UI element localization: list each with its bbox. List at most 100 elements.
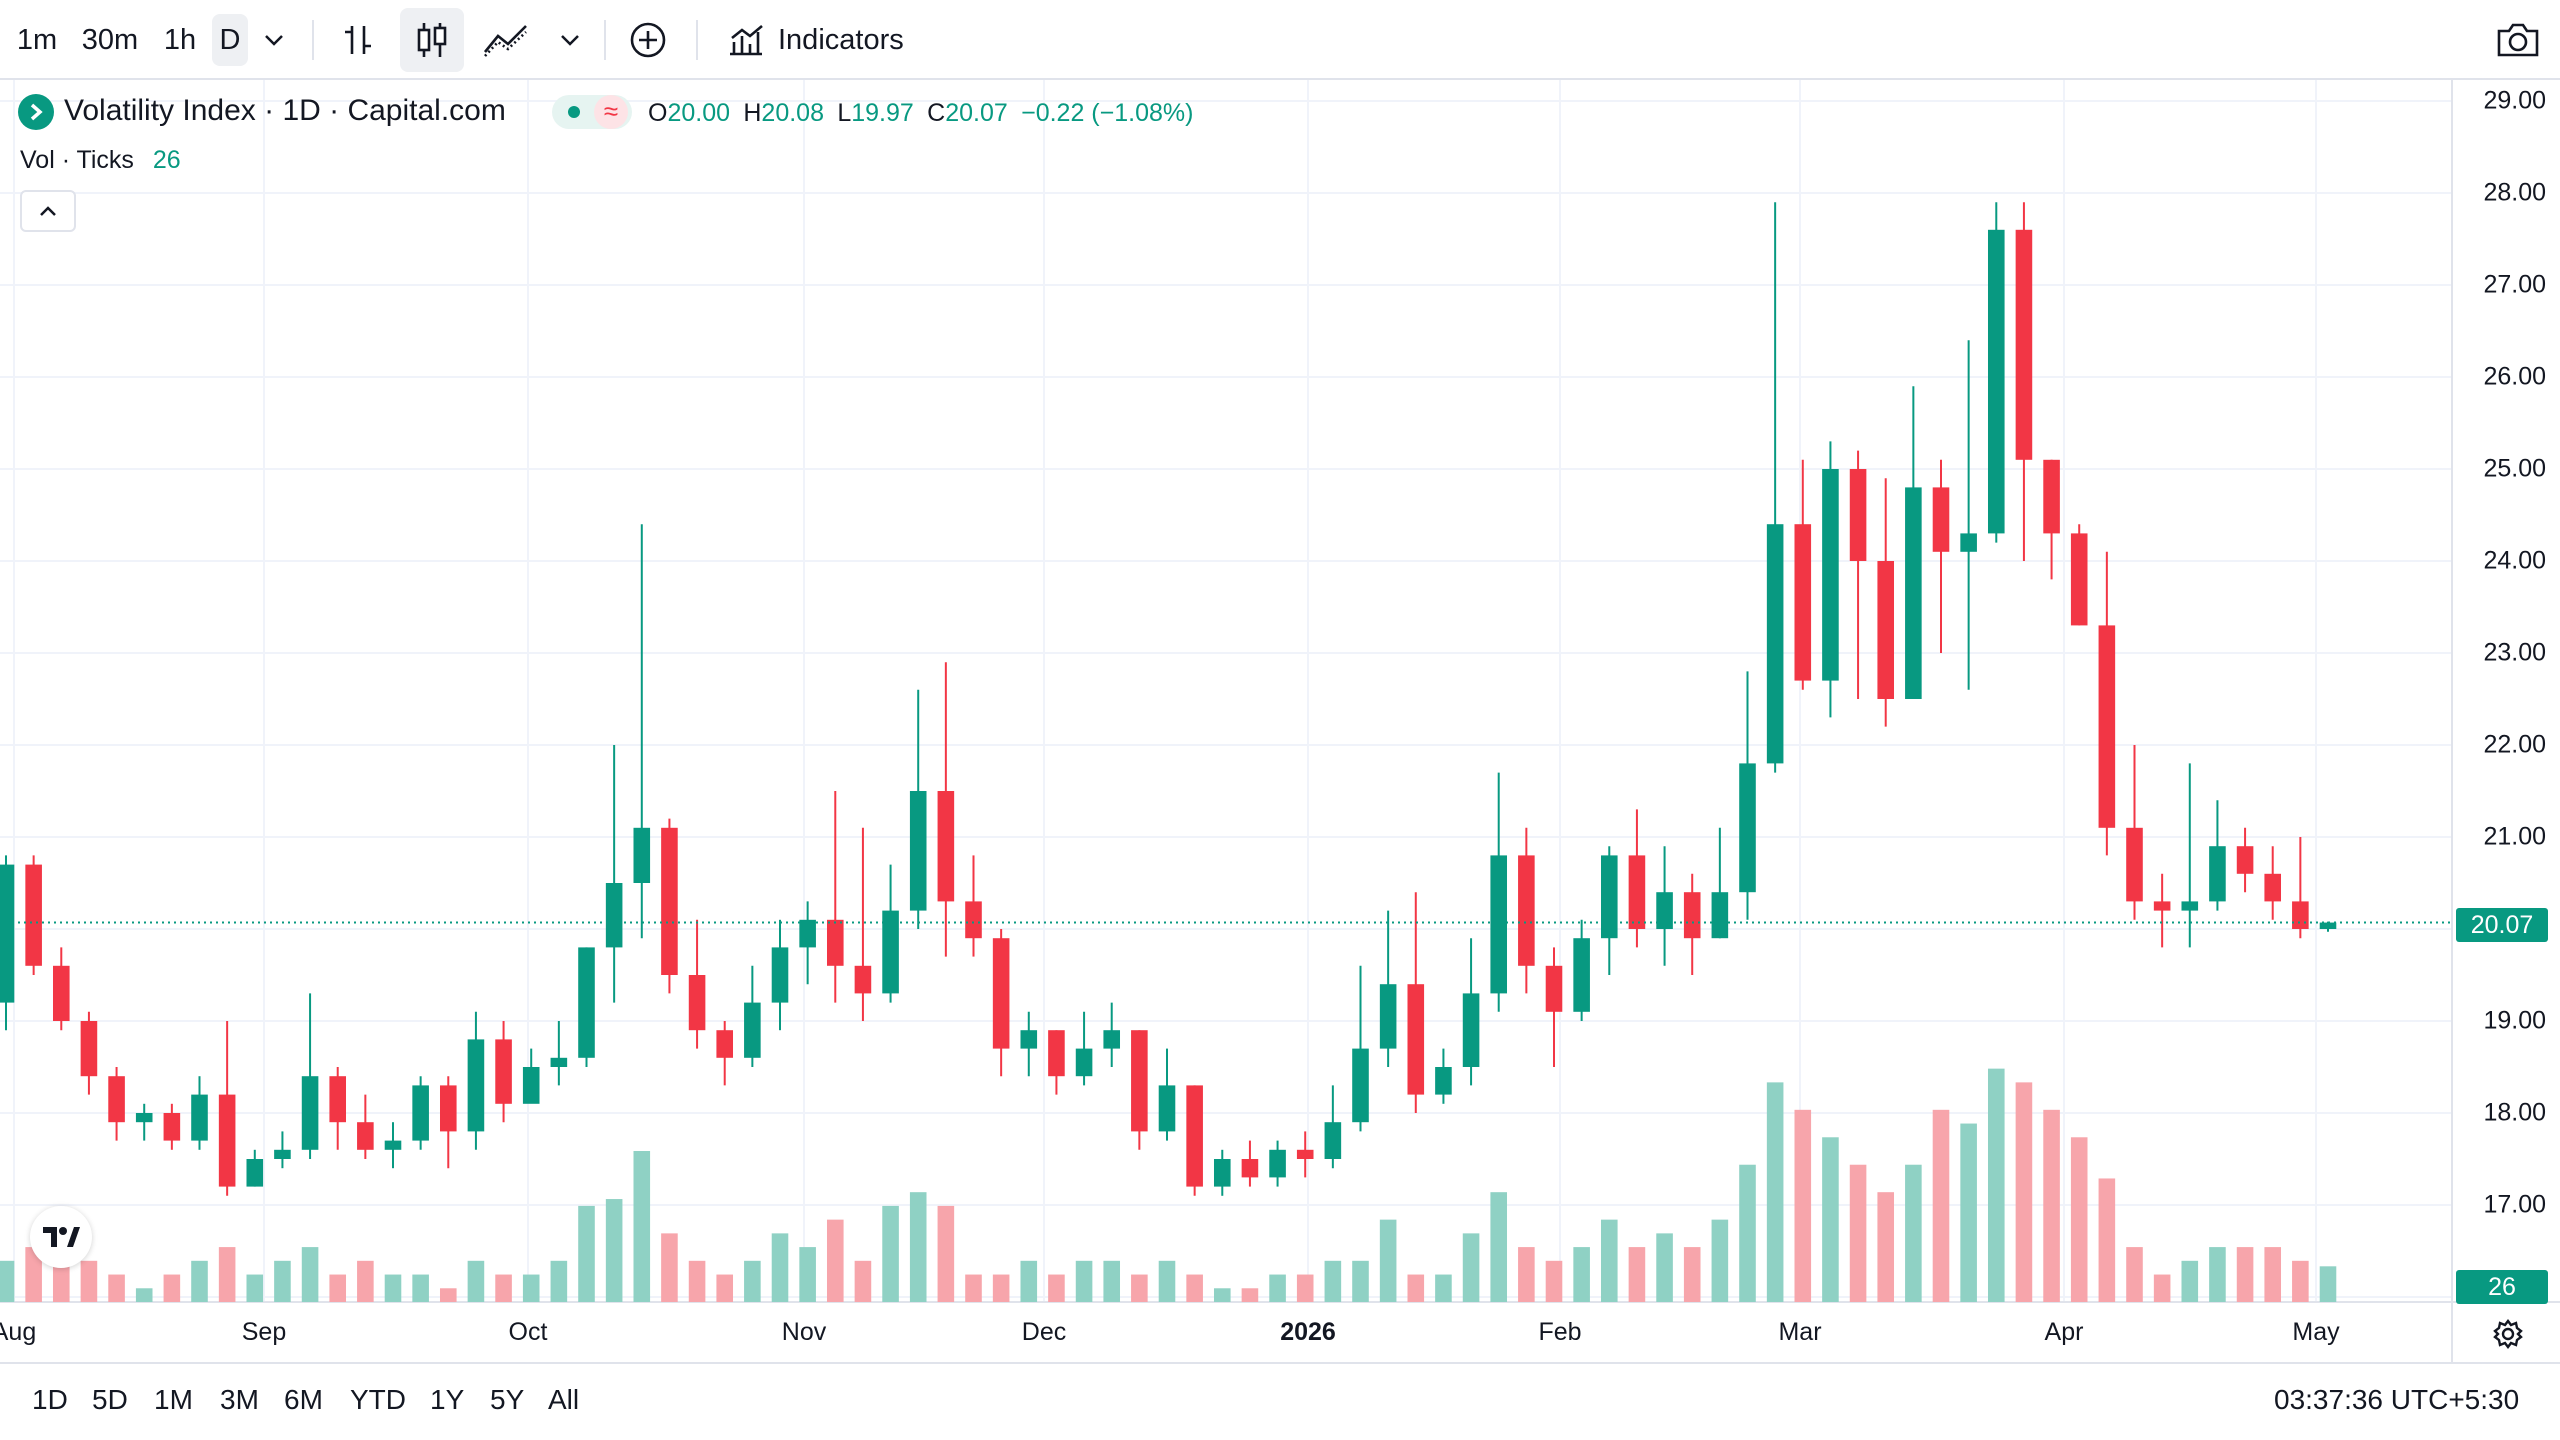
clock-timezone[interactable]: 03:37:36 UTC+5:30 [2274, 1384, 2520, 1415]
volume-bar [439, 1288, 457, 1302]
volume-bar [1794, 1109, 1812, 1302]
volume-bar [467, 1260, 485, 1302]
candle-body [108, 1076, 125, 1123]
candle-body [1987, 229, 2005, 534]
volume-bar [2319, 1266, 2337, 1302]
camera-icon[interactable] [2486, 8, 2550, 72]
candle-body [1822, 469, 1839, 681]
candle-body [191, 1094, 208, 1141]
close-value: 20.07 [945, 99, 1008, 127]
symbol-title[interactable]: Volatility Index · 1D · Capital.com [64, 94, 506, 127]
candle-body [495, 1039, 512, 1104]
candle-body [1766, 524, 1784, 764]
volume-bar [2292, 1260, 2309, 1302]
price-tick: 21.00 [2483, 822, 2546, 851]
price-tick: 19.00 [2483, 1006, 2546, 1035]
candle-body [1158, 1085, 1176, 1132]
volume-bar [1241, 1288, 1259, 1302]
candles-icon[interactable] [400, 8, 464, 72]
candle-body [412, 1085, 429, 1141]
candle-body [799, 919, 816, 948]
candle-body [80, 1021, 98, 1077]
time-label: Oct [508, 1318, 548, 1346]
time-label: May [2292, 1318, 2340, 1346]
collapse-legend-button[interactable] [20, 190, 76, 232]
candle-body [688, 975, 706, 1031]
volume-bar [0, 1260, 15, 1302]
range-3m[interactable]: 3M [220, 1384, 259, 1415]
range-5d[interactable]: 5D [92, 1384, 128, 1415]
volume-bar [1573, 1247, 1590, 1302]
candle-body [1932, 487, 1950, 552]
candle-body [1518, 855, 1535, 966]
candle-body [2209, 846, 2226, 902]
candle-body [1462, 993, 1480, 1067]
range-1y[interactable]: 1Y [430, 1384, 465, 1415]
volume-bar [135, 1288, 153, 1302]
price-tick: 26.00 [2483, 362, 2546, 391]
ohlc-values: O20.00 H20.08 L19.97 C20.07 −0.22 (−1.08… [648, 99, 1193, 128]
volume-bar [1628, 1247, 1646, 1302]
chevron-down-icon[interactable] [246, 8, 302, 72]
volume-bar [1186, 1274, 1203, 1302]
range-all[interactable]: All [548, 1384, 580, 1415]
volume-bar [854, 1260, 872, 1302]
volume-bar [1435, 1274, 1452, 1302]
volume-label: Vol · Ticks [20, 146, 134, 174]
candle-body [2098, 625, 2116, 828]
low-label: L [837, 99, 852, 127]
price-tick: 27.00 [2483, 270, 2546, 299]
chevron-down-icon[interactable] [540, 8, 600, 72]
candle-body [550, 1057, 568, 1067]
price-tick: 29.00 [2483, 86, 2546, 115]
status-dot-icon [568, 106, 580, 118]
bar-chart-icon[interactable] [326, 8, 390, 72]
volume-bar [1960, 1123, 1977, 1302]
range-6m[interactable]: 6M [284, 1384, 323, 1415]
range-ytd[interactable]: YTD [350, 1384, 406, 1415]
range-5y[interactable]: 5Y [490, 1384, 525, 1415]
plus-circle-icon[interactable] [616, 8, 680, 72]
volume-bar [1020, 1260, 1038, 1302]
volume-bar [1711, 1219, 1729, 1302]
range-1m[interactable]: 1M [154, 1384, 193, 1415]
indicators-icon[interactable] [714, 8, 778, 72]
timeframe-d[interactable]: D [212, 14, 248, 66]
volume-bar [2209, 1247, 2226, 1302]
timeframe-1h[interactable]: 1h [163, 24, 197, 56]
tradingview-logo-icon[interactable] [30, 1206, 92, 1268]
price-chart[interactable] [0, 80, 2560, 1362]
candle-body [25, 864, 42, 966]
area-chart-icon[interactable] [474, 8, 538, 72]
volume-bar [688, 1260, 706, 1302]
range-1d[interactable]: 1D [32, 1384, 68, 1415]
candle-body [439, 1085, 457, 1132]
candle-body [1241, 1159, 1259, 1178]
settings-icon[interactable] [2490, 1316, 2526, 1352]
volume-bar [191, 1260, 208, 1302]
timeframe-1m[interactable]: 1m [16, 24, 58, 56]
price-tick: 25.00 [2483, 454, 2546, 483]
timeframe-30m[interactable]: 30m [81, 24, 139, 56]
volume-legend[interactable]: Vol · Ticks 26 [20, 146, 181, 175]
candle-body [1849, 469, 1867, 561]
candle-body [357, 1122, 374, 1150]
volume-bar [163, 1274, 181, 1302]
candle-body [909, 791, 927, 911]
bottom-bar: 1D 5D 1M 3M 6M YTD 1Y 5Y All 03:37:36 UT… [0, 1362, 2560, 1440]
candle-body [1103, 1030, 1121, 1049]
volume-bar [1324, 1260, 1342, 1302]
divider [312, 20, 314, 60]
candle-body [882, 910, 899, 994]
volume-bar [882, 1205, 899, 1302]
candle-body [467, 1039, 485, 1132]
candle-body [2264, 873, 2282, 902]
volume-bar [992, 1274, 1010, 1302]
volume-bar [1600, 1219, 1618, 1302]
volume-bar [826, 1219, 844, 1302]
indicators-button[interactable]: Indicators [778, 24, 904, 56]
candle-body [744, 1002, 761, 1058]
market-status-badge[interactable]: ≈ [552, 95, 632, 129]
candle-body [2236, 846, 2254, 874]
candle-body [1075, 1048, 1093, 1077]
